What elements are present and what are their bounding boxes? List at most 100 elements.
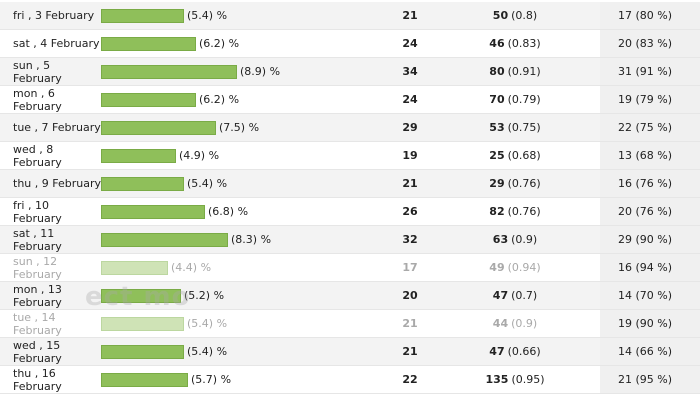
share-percent: (7.5) % (219, 121, 260, 134)
share-bar (101, 176, 184, 191)
table-row: sun , 12 February (4.4) % 17 49 (0.94) 16 (94… (0, 254, 700, 282)
date-label: wed , 8 February (13, 142, 62, 169)
actions-cell: 70 (0.79) (470, 86, 560, 113)
share-bar-cell: (6.2) % (101, 86, 301, 113)
actions-cell: 49 (0.94) (470, 254, 560, 281)
table-row: tue , 7 February (7.5) % 29 53 (0.75) 22 (75 … (0, 114, 700, 142)
share-percent: (5.4) % (187, 177, 228, 190)
visits-value: 32 (402, 233, 418, 246)
returning-column-bg (600, 282, 700, 309)
visits-value: 24 (402, 93, 418, 106)
share-bar (101, 260, 168, 275)
returning-value: 29 (90 %) (618, 233, 673, 246)
visits-value: 21 (402, 345, 418, 358)
visits-value: 24 (402, 37, 418, 50)
share-bar-cell: (4.9) % (101, 142, 301, 169)
visits-value: 26 (402, 205, 418, 218)
actions-cell: 135 (0.95) (470, 366, 560, 393)
visits-value: 20 (402, 289, 418, 302)
table-row: thu , 9 February (5.4) % 21 29 (0.76) 16 (76 … (0, 170, 700, 198)
share-bar (101, 232, 228, 247)
share-bar-cell: (6.2) % (101, 30, 301, 57)
share-bar-cell: (7.5) % (101, 114, 301, 141)
actions-average: (0.8) (511, 9, 538, 22)
returning-value: 16 (76 %) (618, 177, 673, 190)
returning-column-bg (600, 58, 700, 85)
returning-column-bg (600, 310, 700, 337)
share-percent: (5.4) % (187, 9, 228, 22)
date-label: fri , 3 February (13, 9, 95, 22)
share-bar-cell: (8.3) % (101, 226, 301, 253)
date-label: sat , 4 February (13, 37, 100, 50)
returning-value: 19 (79 %) (618, 93, 673, 106)
visits-value: 21 (402, 9, 418, 22)
table-row: fri , 10 February (6.8) % 26 82 (0.76) 20 (76… (0, 198, 700, 226)
actions-cell: 50 (0.8) (470, 2, 560, 29)
actions-cell: 25 (0.68) (470, 142, 560, 169)
date-label: sun , 12 February (13, 254, 62, 281)
date-label: wed , 15 February (13, 338, 62, 365)
returning-column-bg (600, 226, 700, 253)
actions-value: 50 (492, 9, 509, 22)
share-percent: (4.9) % (179, 149, 220, 162)
share-bar (101, 344, 184, 359)
share-percent: (6.2) % (199, 37, 240, 50)
actions-value: 44 (492, 317, 509, 330)
returning-column-bg (600, 254, 700, 281)
share-percent: (5.2) % (184, 289, 225, 302)
table-row: wed , 15 February (5.4) % 21 47 (0.66) 14 (66… (0, 338, 700, 366)
actions-average: (0.66) (507, 345, 541, 358)
date-label: mon , 6 February (13, 86, 62, 113)
actions-value: 29 (489, 177, 505, 190)
date-label: mon , 13 February (13, 282, 62, 309)
share-percent: (5.7) % (191, 373, 232, 386)
returning-value: 16 (94 %) (618, 261, 673, 274)
share-percent: (8.3) % (231, 233, 272, 246)
share-bar-cell: (5.4) % (101, 170, 301, 197)
share-percent: (6.8) % (208, 205, 249, 218)
visits-value: 29 (402, 121, 418, 134)
actions-value: 53 (489, 121, 505, 134)
date-label: fri , 10 February (13, 198, 62, 225)
actions-average: (0.94) (507, 261, 541, 274)
share-bar-cell: (5.4) % (101, 2, 301, 29)
actions-average: (0.91) (507, 65, 541, 78)
actions-average: (0.68) (507, 149, 541, 162)
actions-average: (0.7) (511, 289, 538, 302)
actions-value: 47 (492, 289, 509, 302)
share-bar (101, 148, 176, 163)
visits-value: 21 (402, 317, 418, 330)
table-row: tue , 14 February (5.4) % 21 44 (0.9) 19 (90 … (0, 310, 700, 338)
table-row: sat , 4 February (6.2) % 24 46 (0.83) 20 (83 … (0, 30, 700, 58)
actions-value: 70 (489, 93, 505, 106)
returning-column-bg (600, 86, 700, 113)
returning-value: 21 (95 %) (618, 373, 673, 386)
share-percent: (4.4) % (171, 261, 212, 274)
actions-average: (0.79) (507, 93, 541, 106)
actions-value: 135 (485, 373, 509, 386)
visits-value: 19 (402, 149, 418, 162)
returning-column-bg (600, 366, 700, 393)
actions-average: (0.83) (507, 37, 541, 50)
returning-column-bg (600, 142, 700, 169)
actions-cell: 47 (0.66) (470, 338, 560, 365)
actions-cell: 63 (0.9) (470, 226, 560, 253)
actions-cell: 46 (0.83) (470, 30, 560, 57)
actions-cell: 29 (0.76) (470, 170, 560, 197)
table-row: sat , 11 February (8.3) % 32 63 (0.9) 29 (90 … (0, 226, 700, 254)
table-row: wed , 8 February (4.9) % 19 25 (0.68) 13 (68 … (0, 142, 700, 170)
actions-value: 46 (489, 37, 505, 50)
returning-value: 19 (90 %) (618, 317, 673, 330)
table-row: mon , 6 February (6.2) % 24 70 (0.79) 19 (79 … (0, 86, 700, 114)
share-bar (101, 36, 196, 51)
actions-value: 82 (489, 205, 505, 218)
share-bar-cell: (4.4) % (101, 254, 301, 281)
returning-value: 14 (66 %) (618, 345, 673, 358)
actions-cell: 80 (0.91) (470, 58, 560, 85)
visits-value: 17 (402, 261, 418, 274)
share-bar-cell: (5.4) % (101, 310, 301, 337)
share-bar-cell: (8.9) % (101, 58, 301, 85)
share-percent: (6.2) % (199, 93, 240, 106)
share-bar (101, 316, 184, 331)
returning-value: 20 (76 %) (618, 205, 673, 218)
